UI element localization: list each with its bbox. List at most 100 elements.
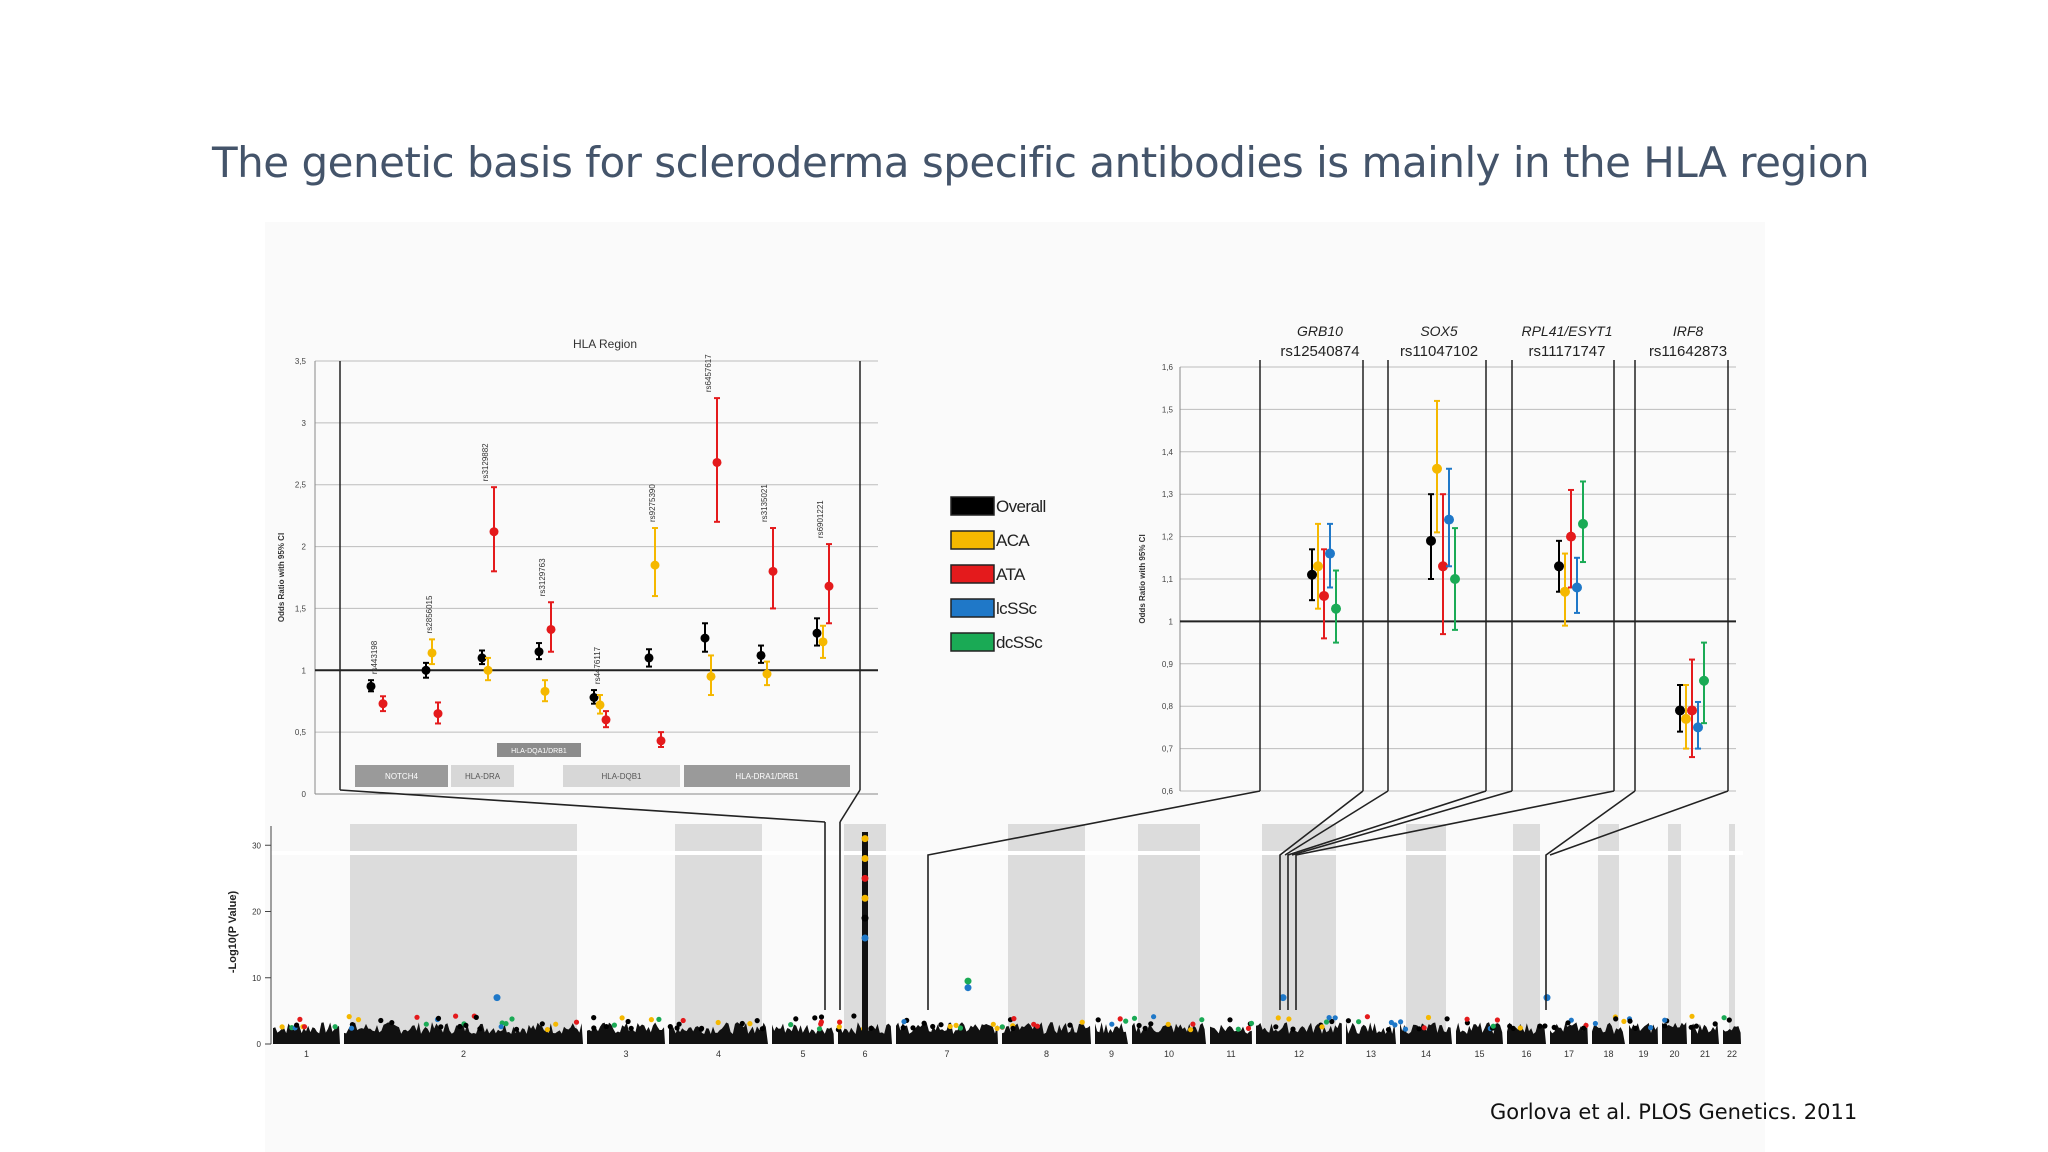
chromosome-band [1406,824,1446,1044]
snp-dot [438,1024,444,1030]
chromosome-label: 15 [1474,1049,1484,1059]
legend-swatch-lcssc [950,598,995,618]
legend-swatch-overall [950,496,995,516]
snp-dot [349,1025,355,1031]
hla-point-overall [421,665,431,675]
non-hla-y-tick-label: 1,6 [1162,363,1174,372]
hla-y-tick-label: 1 [302,666,307,675]
snp-dot [477,1026,483,1032]
chromosome-signal [1662,1022,1687,1044]
snp-dot [509,1016,515,1022]
hla-snp-label: rs3135021 [760,484,769,522]
snp-dot [503,1021,509,1027]
locus-point-aca [1681,713,1691,724]
chromosome-signal [1691,1023,1719,1044]
hla-point-ata [656,736,666,746]
manhattan-notable-point [1543,994,1551,1002]
snp-dot [901,1019,907,1025]
legend-swatch-ata [950,564,995,584]
snp-dot [930,1023,936,1030]
snp-dot [1142,1025,1148,1031]
snp-dot [1273,1024,1279,1030]
snp-dot [812,1015,818,1021]
chromosome-signal [587,1022,665,1044]
hla-snp-group: rs3135021 [756,484,778,687]
snp-dot [947,1023,953,1030]
snp-dot [648,1017,655,1023]
locus-point-overall [1426,535,1436,546]
chromosome-label: 4 [716,1049,721,1059]
snp-dot [868,1025,874,1031]
hla-snp-group: rs443198 [366,640,388,713]
snp-dot [1165,1021,1171,1027]
hla-point-overall [756,650,766,660]
snp-dot [999,1024,1005,1030]
hla-y-tick-label: 3,5 [295,357,307,366]
snp-dot [389,1020,395,1026]
snp-dot [1565,1020,1571,1026]
locus-point-aca [1560,586,1570,597]
chromosome-16: 16 [1507,1022,1548,1059]
rpl41-connector-2 [1295,790,1615,1010]
chromosome-label: 9 [1109,1049,1114,1059]
snp-dot [1490,1023,1496,1029]
snp-dot [953,1022,959,1028]
chromosome-19: 19 [1626,1016,1658,1059]
hla-snp-label: rs2856015 [425,595,434,633]
non-hla-y-tick-label: 0,9 [1162,660,1174,669]
legend-label-dcssc: dcSSc [996,633,1043,652]
legend-label-lcssc: lcSSc [996,599,1038,618]
hla-point-ata [601,715,611,725]
snp-dot [1123,1018,1129,1024]
snp-dot [1688,1024,1694,1030]
snp-dot [378,1017,384,1024]
snp-dot [1245,1025,1252,1031]
band-gap [271,851,1743,855]
snp-dot [1648,1025,1654,1031]
chromosome-2: 2 [344,1013,583,1059]
snp-dot [573,1019,580,1025]
chromosome-15: 15 [1456,1016,1503,1059]
snp-dot [676,1021,682,1027]
chromosome-signal [1256,1022,1342,1044]
gene-label: HLA-DQB1 [601,772,642,781]
snp-dot [1109,1021,1115,1027]
locus-group: GRB10 rs12540874 [1280,323,1360,644]
hla-snp-group: rs2856015 [421,595,443,725]
grb10-connector-2 [1279,790,1364,1010]
snp-dot [1580,1025,1587,1031]
legend-label-ata: ATA [996,565,1026,584]
snp-dot [346,1014,352,1020]
irf8-connector [1545,790,1636,1010]
snp-dot [619,1015,625,1021]
snp-dot [1662,1023,1668,1029]
chromosome-signal [772,1023,834,1044]
snp-dot [1364,1014,1370,1020]
snp-dot [1464,1016,1470,1022]
chromosome-band [675,824,762,1044]
manhattan-y-axis-label: -Log10(P Value) [227,891,239,974]
chromosome-label: 3 [623,1049,628,1059]
snp-dot [1627,1018,1633,1024]
chromosome-label: 2 [461,1049,466,1059]
snp-dot [1117,1016,1123,1022]
snp-dot [1421,1025,1427,1031]
snp-dot [1425,1014,1432,1021]
non-hla-y-tick-label: 0,7 [1162,745,1174,754]
snp-dot [1151,1014,1157,1020]
hla-snp-group: rs9275390 [644,484,666,748]
hla-point-overall [589,693,599,703]
snp-dot [1510,1025,1516,1031]
snp-dot [1188,1027,1194,1033]
snp-dot [1726,1017,1732,1023]
locus-point-aca [1432,463,1442,474]
snp-dot [747,1021,753,1027]
locus-group: RPL41/ESYT1 rs11171747 [1521,323,1613,627]
snp-dot [754,1018,760,1024]
locus-point-ata [1438,561,1448,572]
locus-point-lcssc [1325,548,1335,559]
gene-box [451,765,514,787]
hla-point-ata [546,624,556,634]
legend-label-overall: Overall [996,497,1046,516]
hla-snp-label: rs4476117 [593,646,602,684]
